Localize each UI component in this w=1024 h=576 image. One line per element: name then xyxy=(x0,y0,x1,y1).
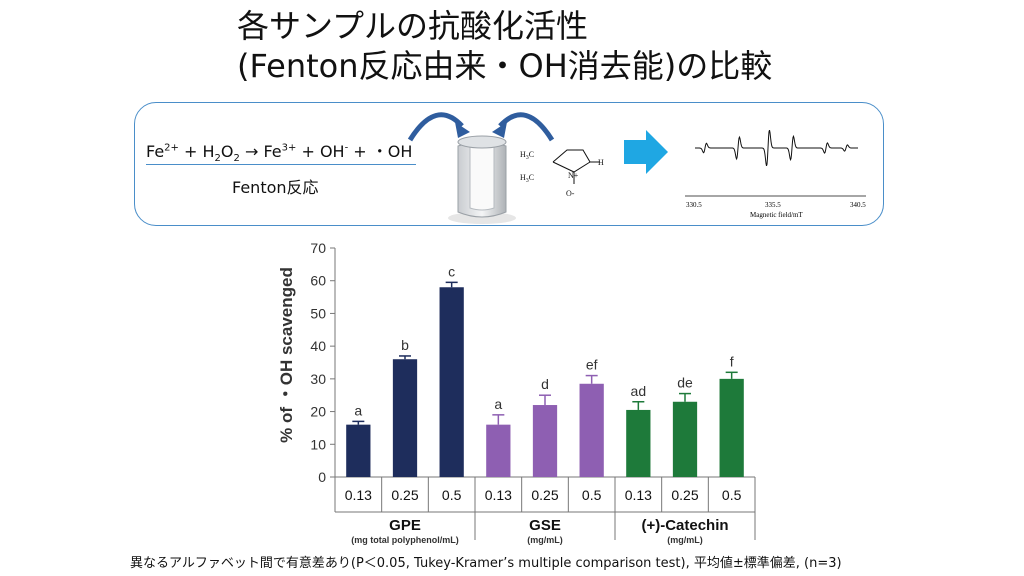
significance-letter: f xyxy=(730,353,734,369)
eq-arrow: → xyxy=(239,142,264,161)
bar xyxy=(439,287,464,477)
significance-letter: a xyxy=(494,396,502,412)
category-label: 0.25 xyxy=(671,487,698,503)
y-axis-label: % of ・OH scavenged xyxy=(277,267,296,443)
eq-plus-h: + H xyxy=(178,142,215,161)
significance-letter: ad xyxy=(631,383,647,399)
block-arrow-icon xyxy=(624,130,668,174)
y-tick-label: 50 xyxy=(310,305,326,321)
n-plus-label: N+ xyxy=(568,171,579,180)
esr-tick-3: 340.5 xyxy=(850,201,866,209)
significance-letter: a xyxy=(354,402,362,418)
bar xyxy=(532,405,558,477)
significance-letter: d xyxy=(541,376,549,392)
category-label: 0.13 xyxy=(345,487,372,503)
group-label: GSE xyxy=(529,517,561,534)
arrowhead-right-icon xyxy=(492,122,507,138)
group-unit-label: (mg/mL) xyxy=(667,535,703,545)
eq-fe2-charge: 2+ xyxy=(164,142,179,154)
equation-underline xyxy=(146,164,416,165)
eq-fe3-charge: 3+ xyxy=(281,142,297,154)
category-label: 0.5 xyxy=(722,487,742,503)
category-label: 0.5 xyxy=(582,487,602,503)
h3c-bottom-label: H3C xyxy=(520,173,534,184)
bar xyxy=(719,378,744,477)
bar xyxy=(346,424,371,477)
category-label: 0.25 xyxy=(391,487,418,503)
significance-letter: c xyxy=(448,263,455,279)
bar-chart: % of ・OH scavenged 0 10 20 30 40 50 60 70 a 0.13 b… xyxy=(277,240,756,545)
significance-letter: de xyxy=(677,375,693,391)
bar xyxy=(392,359,418,477)
group-label: GPE xyxy=(389,517,421,534)
fenton-label: Fenton反応 xyxy=(232,178,319,197)
esr-tick-2: 335.5 xyxy=(765,201,781,209)
y-tick-label: 0 xyxy=(318,469,326,485)
eq-fe: Fe xyxy=(146,142,165,161)
h3c-top-label: H3C xyxy=(520,150,534,161)
dmpo-structure: H3C H3C N+ O- H xyxy=(520,149,604,198)
bar xyxy=(486,424,511,477)
eq-fe3: Fe xyxy=(263,142,282,161)
eq-h-sub: 2 xyxy=(214,153,221,165)
o-minus-label: O- xyxy=(566,189,575,198)
h-label: H xyxy=(598,158,604,167)
y-tick-label: 70 xyxy=(310,240,326,256)
footnote: 異なるアルファベット間で有意差あり(P＜0.05, Tukey-Kramer’s… xyxy=(130,556,842,571)
esr-axis-label: Magnetic field/mT xyxy=(750,211,803,219)
category-label: 0.13 xyxy=(625,487,652,503)
title-line-1: 各サンプルの抗酸化活性 xyxy=(237,7,589,45)
y-tick-label: 40 xyxy=(310,338,326,354)
category-label: 0.13 xyxy=(485,487,512,503)
esr-spectrum: 330.5 335.5 340.5 Magnetic field/mT xyxy=(685,129,866,219)
esr-trace xyxy=(695,129,858,167)
category-label: 0.25 xyxy=(531,487,558,503)
cuvette-icon xyxy=(448,135,516,224)
y-tick-label: 60 xyxy=(310,273,326,289)
group-label: (+)-Catechin xyxy=(641,517,728,534)
fenton-equation: Fe2+ + H2O2 → Fe3+ + OH- + ・OH xyxy=(146,138,412,164)
significance-letter: b xyxy=(401,337,409,353)
curved-arrows-icon xyxy=(407,112,555,142)
y-tick-label: 20 xyxy=(310,404,326,420)
eq-o: O xyxy=(220,142,234,161)
slide-title: 各サンプルの抗酸化活性 (Fenton反応由来・OH消去能)の比較 xyxy=(237,6,772,86)
bar xyxy=(672,401,698,477)
category-label: 0.5 xyxy=(442,487,462,503)
eq-o-sub: 2 xyxy=(233,153,240,165)
significance-letter: ef xyxy=(586,357,598,373)
group-unit-label: (mg total polyphenol/mL) xyxy=(351,535,459,545)
bar xyxy=(579,383,604,477)
eq-oh-charge: - xyxy=(344,142,349,154)
title-line-2: (Fenton反応由来・OH消去能)の比較 xyxy=(237,47,773,85)
eq-oh: + OH xyxy=(296,142,345,161)
group-unit-label: (mg/mL) xyxy=(527,535,563,545)
bar xyxy=(626,409,651,477)
eq-radical: + ・OH xyxy=(348,142,413,161)
arrowhead-left-icon xyxy=(455,122,470,138)
esr-tick-1: 330.5 xyxy=(686,201,702,209)
y-tick-label: 10 xyxy=(310,436,326,452)
y-tick-label: 30 xyxy=(310,371,326,387)
